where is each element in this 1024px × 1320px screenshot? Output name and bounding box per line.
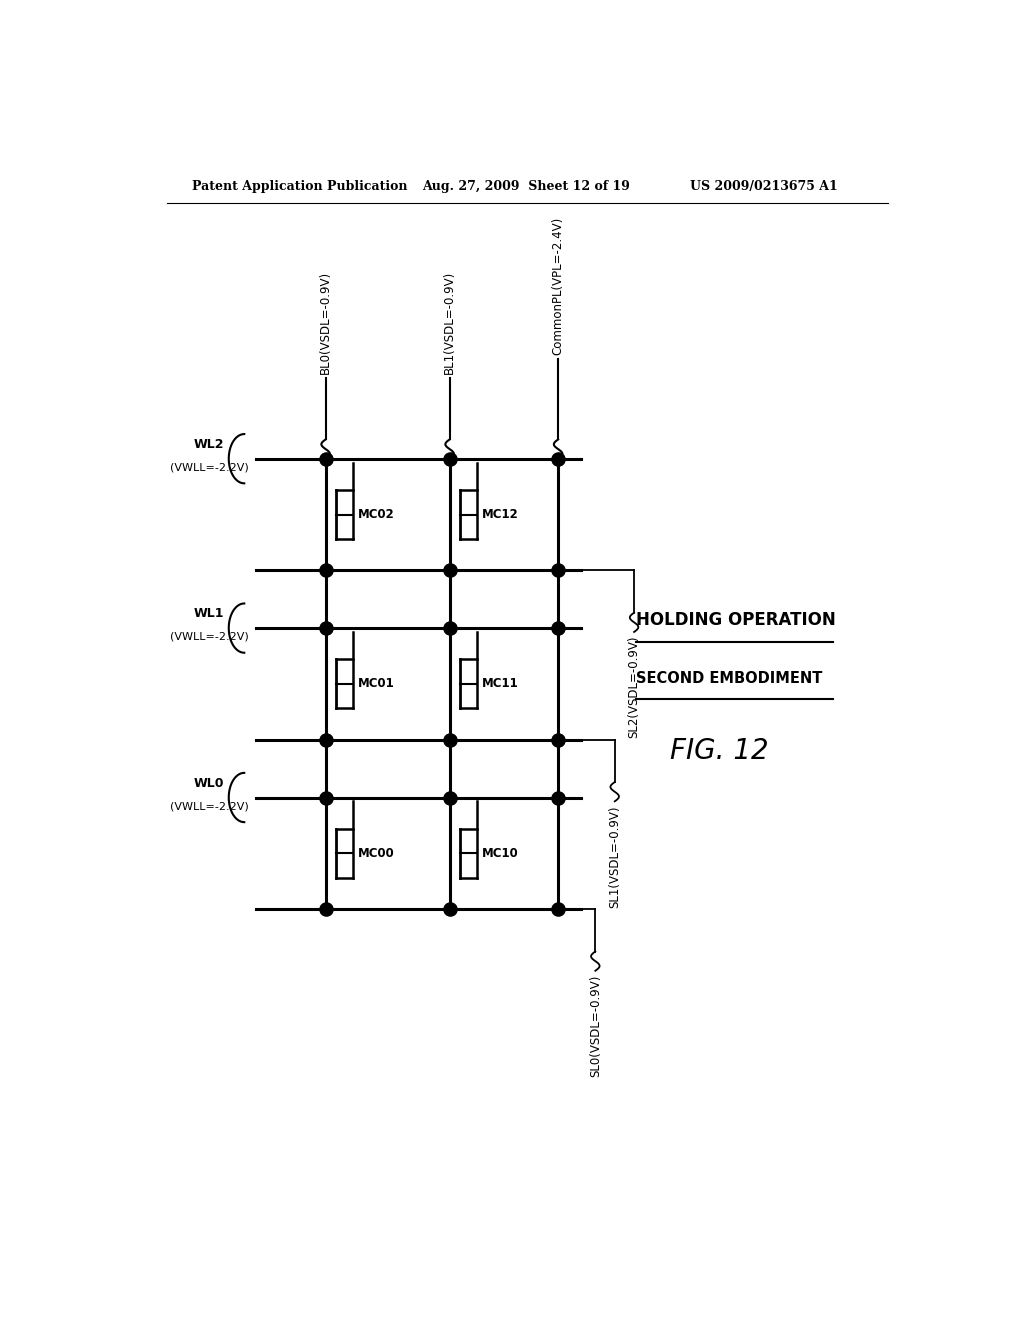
Point <box>441 787 458 808</box>
Text: WL1: WL1 <box>195 607 224 620</box>
Text: WL0: WL0 <box>195 776 224 789</box>
Point <box>550 729 566 750</box>
Text: MC10: MC10 <box>482 847 519 859</box>
Text: MC12: MC12 <box>482 508 519 521</box>
Point <box>317 449 334 470</box>
Point <box>441 449 458 470</box>
Text: HOLDING OPERATION: HOLDING OPERATION <box>636 611 836 630</box>
Text: SL1(VSDL=-0.9V): SL1(VSDL=-0.9V) <box>608 805 622 908</box>
Point <box>550 787 566 808</box>
Point <box>317 729 334 750</box>
Text: (VWLL=-2.2V): (VWLL=-2.2V) <box>170 632 249 642</box>
Text: (VWLL=-2.2V): (VWLL=-2.2V) <box>170 801 249 812</box>
Text: SECOND EMBODIMENT: SECOND EMBODIMENT <box>636 671 822 685</box>
Text: MC01: MC01 <box>358 677 395 690</box>
Point <box>550 449 566 470</box>
Text: SL0(VSDL=-0.9V): SL0(VSDL=-0.9V) <box>589 974 602 1077</box>
Text: BL0(VSDL=-0.9V): BL0(VSDL=-0.9V) <box>319 271 332 374</box>
Point <box>441 560 458 581</box>
Text: FIG. 12: FIG. 12 <box>671 738 769 766</box>
Point <box>441 729 458 750</box>
Point <box>441 618 458 639</box>
Text: SL2(VSDL=-0.9V): SL2(VSDL=-0.9V) <box>628 636 641 738</box>
Point <box>441 899 458 920</box>
Text: BL1(VSDL=-0.9V): BL1(VSDL=-0.9V) <box>443 271 456 374</box>
Point <box>317 899 334 920</box>
Text: MC00: MC00 <box>358 847 395 859</box>
Text: CommonPL(VPL=-2.4V): CommonPL(VPL=-2.4V) <box>552 216 564 355</box>
Text: US 2009/0213675 A1: US 2009/0213675 A1 <box>690 181 838 194</box>
Point <box>317 618 334 639</box>
Text: MC11: MC11 <box>482 677 519 690</box>
Text: MC02: MC02 <box>358 508 395 521</box>
Text: Patent Application Publication: Patent Application Publication <box>191 181 408 194</box>
Point <box>317 560 334 581</box>
Point <box>317 787 334 808</box>
Point <box>550 899 566 920</box>
Point <box>550 618 566 639</box>
Text: Aug. 27, 2009  Sheet 12 of 19: Aug. 27, 2009 Sheet 12 of 19 <box>423 181 631 194</box>
Text: (VWLL=-2.2V): (VWLL=-2.2V) <box>170 462 249 473</box>
Text: WL2: WL2 <box>195 438 224 451</box>
Point <box>550 560 566 581</box>
